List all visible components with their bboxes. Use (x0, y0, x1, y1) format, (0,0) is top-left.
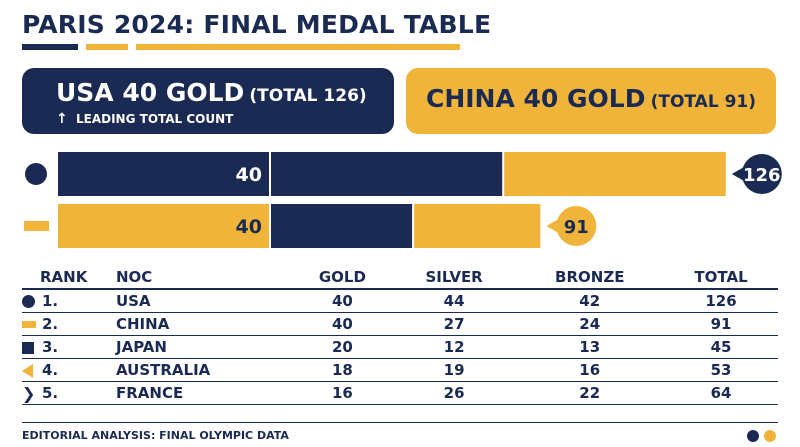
arrow-up-icon: ↑ (56, 111, 68, 127)
page-title: PARIS 2024: FINAL MEDAL TABLE (22, 10, 492, 39)
usa-silver-segment (270, 152, 504, 196)
row-bronze: 42 (515, 289, 665, 313)
triangle-icon (22, 363, 33, 378)
table-row: 2. CHINA 40 27 24 91 (22, 312, 778, 336)
row-bronze: 16 (515, 358, 665, 382)
row-total: 64 (664, 381, 778, 405)
row-bronze: 24 (515, 312, 665, 336)
row-total: 53 (664, 358, 778, 382)
title-underline-gold-short (86, 44, 128, 50)
china-summary-card: CHINA 40 GOLD (TOTAL 91) (406, 68, 776, 134)
row-rank: 3. (42, 335, 116, 359)
title-underline-gold-long (136, 44, 460, 50)
china-gold-data-label: 40 (236, 216, 262, 238)
usa-card-total: (TOTAL 126) (249, 86, 367, 106)
usa-summary-card: USA 40 GOLD (TOTAL 126) ↑ LEADING TOTAL C… (22, 68, 394, 134)
china-total-label: 91 (564, 217, 589, 238)
row-bronze: 22 (515, 381, 665, 405)
table-row: 4. AUSTRALIA 18 19 16 53 (22, 358, 778, 382)
row-silver: 12 (392, 335, 516, 359)
row-gold: 18 (292, 358, 393, 382)
row-rank: 5. (42, 381, 116, 405)
usa-card-subtitle: LEADING TOTAL COUNT (76, 112, 234, 126)
row-noc: FRANCE (116, 381, 292, 405)
row-silver: 27 (392, 312, 516, 336)
row-bronze: 13 (515, 335, 665, 359)
table-row: ❯ 5. FRANCE 16 26 22 64 (22, 381, 778, 405)
row-gold: 40 (292, 289, 393, 313)
usa-gold-data-label: 40 (236, 164, 262, 186)
usa-card-subtitle-row: ↑ LEADING TOTAL COUNT (56, 111, 394, 127)
usa-row-marker (25, 163, 47, 185)
usa-card-gold: USA 40 GOLD (56, 78, 245, 107)
usa-bronze-segment (503, 152, 726, 196)
table-header-row: RANK NOC GOLD SILVER BRONZE TOTAL (22, 266, 778, 290)
row-rank: 2. (42, 312, 116, 336)
row-total: 45 (664, 335, 778, 359)
gold-dot-icon (764, 430, 776, 442)
header-total: TOTAL (664, 266, 778, 290)
usa-card-headline: USA 40 GOLD (TOTAL 126) (56, 78, 394, 107)
row-noc: USA (116, 289, 292, 313)
row-silver: 44 (392, 289, 516, 313)
row-noc: JAPAN (116, 335, 292, 359)
table-row: 1. USA 40 44 42 126 (22, 289, 778, 313)
china-total-badge (556, 206, 597, 246)
header-noc: NOC (116, 266, 292, 290)
china-silver-segment (270, 204, 414, 248)
usa-gold-segment (58, 152, 270, 196)
header-bronze: BRONZE (515, 266, 665, 290)
circle-icon (22, 295, 35, 308)
row-rank: 4. (42, 358, 116, 382)
china-bronze-segment (413, 204, 541, 248)
medal-stacked-bar-chart: 40 126 40 91 (24, 152, 782, 248)
row-noc: AUSTRALIA (116, 358, 292, 382)
usa-total-badge (741, 154, 782, 194)
footer-divider (22, 422, 778, 423)
row-silver: 19 (392, 358, 516, 382)
navy-dot-icon (747, 430, 759, 442)
china-gold-segment (58, 204, 270, 248)
header-gold: GOLD (292, 266, 393, 290)
chevron-icon: ❯ (22, 383, 36, 403)
usa-total-label: 126 (743, 165, 781, 186)
row-total: 126 (664, 289, 778, 313)
footer-caption: EDITORIAL ANALYSIS: FINAL OLYMPIC DATA (22, 429, 289, 442)
china-card-gold: CHINA 40 GOLD (425, 84, 646, 113)
row-gold: 20 (292, 335, 393, 359)
row-noc: CHINA (116, 312, 292, 336)
china-card-total: (TOTAL 91) (650, 92, 757, 112)
medal-table: RANK NOC GOLD SILVER BRONZE TOTAL 1. USA… (22, 266, 778, 405)
bar-icon (22, 321, 36, 328)
square-icon (22, 341, 34, 354)
row-gold: 40 (292, 312, 393, 336)
china-row-marker (24, 221, 49, 231)
row-silver: 26 (392, 381, 516, 405)
row-gold: 16 (292, 381, 393, 405)
table-row: 3. JAPAN 20 12 13 45 (22, 335, 778, 359)
row-rank: 1. (42, 289, 116, 313)
header-rank: RANK (22, 266, 116, 290)
title-underline-navy (22, 44, 78, 50)
row-total: 91 (664, 312, 778, 336)
header-silver: SILVER (392, 266, 516, 290)
